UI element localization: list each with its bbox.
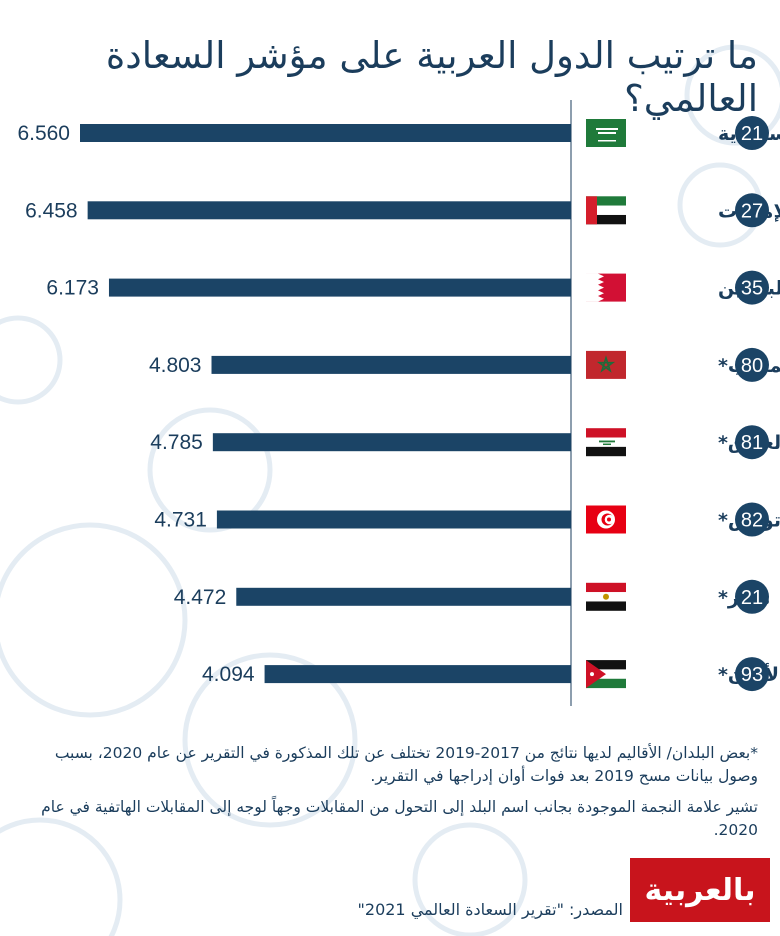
rank-badge	[735, 502, 769, 537]
saudi-arabia-flag	[586, 119, 626, 147]
bar-chart: 6.560السعودية216.458الإمارات276.173البحر…	[17, 100, 780, 706]
footnote-1: *بعض البلدان/ الأقاليم لديها نتائج من 20…	[54, 744, 758, 785]
rank-label: 81	[741, 432, 763, 454]
source-text: المصدر: "تقرير السعادة العالمي 2021"	[357, 900, 623, 919]
rank-badge	[735, 193, 769, 228]
value-label: 4.785	[150, 431, 203, 454]
tunisia-flag	[586, 505, 626, 534]
uae-flag	[586, 196, 626, 225]
bar	[212, 433, 571, 452]
rank-label: 27	[741, 200, 763, 222]
value-label: 6.560	[17, 122, 70, 145]
bar	[80, 124, 571, 142]
value-label: 4.731	[154, 509, 207, 532]
footnotes: *بعض البلدان/ الأقاليم لديها نتائج من 20…	[30, 742, 758, 850]
rank-badge	[735, 347, 769, 382]
rank-label: 21	[741, 123, 763, 145]
rank-label: 80	[741, 355, 763, 377]
bar	[211, 355, 571, 374]
egypt-flag	[586, 582, 626, 611]
rank-badge	[735, 270, 769, 305]
rank-badge	[735, 579, 769, 614]
value-label: 4.472	[174, 586, 227, 609]
morocco-flag	[586, 350, 626, 379]
footnote-2: تشير علامة النجمة الموجودة بجانب اسم الب…	[41, 798, 758, 839]
value-label: 4.803	[149, 354, 202, 377]
logo-text: بالعربية	[644, 872, 756, 908]
value-label: 6.458	[25, 199, 78, 222]
rank-badge	[735, 116, 769, 150]
rank-label: 82	[741, 510, 763, 532]
cnn-arabic-logo: بالعربية	[630, 858, 770, 922]
rank-badge	[735, 425, 769, 460]
bar	[108, 278, 571, 297]
bar	[264, 665, 571, 684]
page-title: ما ترتيب الدول العربية على مؤشر السعادة …	[105, 34, 758, 120]
rank-label: 35	[741, 278, 763, 300]
bar	[216, 510, 572, 529]
iraq-flag	[586, 428, 626, 457]
bar	[236, 587, 571, 606]
rank-label: 21	[741, 587, 763, 609]
rank-label: 93	[741, 664, 763, 686]
value-label: 6.173	[46, 277, 99, 300]
value-label: 4.094	[202, 663, 255, 686]
bar	[87, 201, 571, 220]
rank-badge	[735, 657, 769, 692]
jordan-flag	[586, 660, 626, 689]
bahrain-flag	[586, 273, 626, 302]
